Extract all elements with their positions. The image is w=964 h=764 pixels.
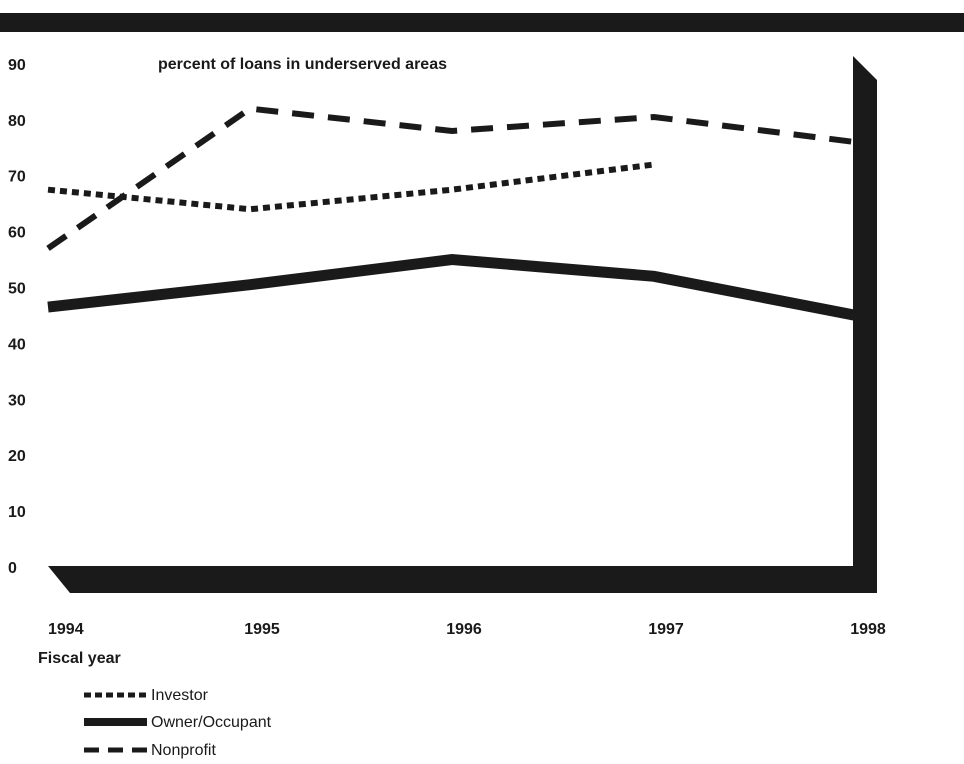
x-axis-ticks: 1994 1995 1996 1997 1998 [48, 621, 886, 638]
y-tick-label: 70 [8, 169, 26, 186]
legend-label-nonprofit: Nonprofit [151, 742, 216, 759]
x-tick-label: 1996 [446, 621, 482, 638]
legend-label-owner-occupant: Owner/Occupant [151, 714, 272, 731]
y-tick-label: 80 [8, 113, 26, 130]
y-tick-label: 0 [8, 560, 17, 577]
series-layer [46, 105, 858, 321]
y-tick-label: 10 [8, 504, 26, 521]
chart-floor [48, 566, 870, 593]
y-tick-label: 50 [8, 281, 26, 298]
y-tick-label: 90 [8, 57, 26, 74]
x-axis-label: Fiscal year [38, 650, 121, 667]
y-axis-ticks: 0 10 20 30 40 50 60 70 80 90 [8, 57, 26, 577]
x-tick-label: 1997 [648, 621, 684, 638]
y-tick-label: 30 [8, 392, 26, 409]
series-line-investor [47, 161, 655, 213]
x-tick-label: 1995 [244, 621, 280, 638]
series-line-nonprofit [46, 105, 857, 251]
chart-title: percent of loans in underserved areas [158, 56, 447, 73]
y-tick-label: 60 [8, 225, 26, 242]
legend: Investor Owner/Occupant Nonprofit [84, 687, 272, 759]
top-banner-bar [0, 13, 964, 32]
series-line-owner-occupant [47, 254, 858, 321]
y-tick-label: 20 [8, 448, 26, 465]
chart-right-wall [853, 56, 877, 593]
legend-label-investor: Investor [151, 687, 209, 704]
x-tick-label: 1998 [850, 621, 886, 638]
x-tick-label: 1994 [48, 621, 84, 638]
y-tick-label: 40 [8, 336, 26, 353]
